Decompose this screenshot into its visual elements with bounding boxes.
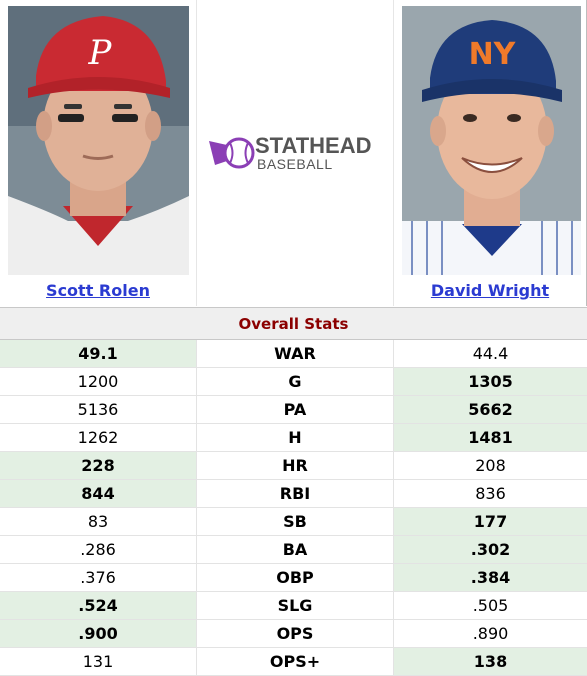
stat-row: 131 OPS+ 138 <box>0 648 587 676</box>
right-player-value: 208 <box>475 456 506 475</box>
left-player-value: 131 <box>0 648 197 675</box>
right-player-value: 44.4 <box>472 344 509 363</box>
stats-table: 49.1 WAR 44.4 1200 G 1305 5136 PA 5662 1262 H 1481 2… <box>0 340 587 676</box>
left-player-value: .900 <box>0 620 197 647</box>
right-player-value: 5662 <box>394 396 587 423</box>
stat-row: .376 OBP .384 <box>0 564 587 592</box>
left-player-value: 228 <box>0 452 197 479</box>
logo-column: STATHEAD BASEBALL <box>197 0 394 306</box>
stat-label: SLG <box>197 592 394 619</box>
right-player-column: NY David Wright <box>394 0 587 306</box>
left-player-column: P Scott Rolen <box>0 0 197 306</box>
right-player-name: David Wright <box>394 281 586 300</box>
right-player-value: 1305 <box>394 368 587 395</box>
left-player-value: .286 <box>0 536 197 563</box>
left-player-name: Scott Rolen <box>0 281 196 300</box>
stat-row: 1262 H 1481 <box>0 424 587 452</box>
left-player-value: 1200 <box>0 368 197 395</box>
left-player-value: 5136 <box>0 396 197 423</box>
stat-label: OPS <box>197 620 394 647</box>
right-player-link[interactable]: David Wright <box>430 281 550 300</box>
stat-row: 83 SB 177 <box>0 508 587 536</box>
stat-row: 844 RBI 836 <box>0 480 587 508</box>
logo-text-stathead: STATHEAD <box>255 133 372 158</box>
left-player-value: 83 <box>0 508 197 535</box>
left-player-value: .376 <box>0 564 197 591</box>
stat-label: BA <box>197 536 394 563</box>
baseball-logo-icon <box>209 137 255 169</box>
stat-label: SB <box>197 508 394 535</box>
stat-label: H <box>197 424 394 451</box>
right-player-value: .890 <box>472 624 509 643</box>
right-player-value: 138 <box>394 648 587 675</box>
right-player-value: .384 <box>394 564 587 591</box>
stat-label: PA <box>197 396 394 423</box>
stat-row: .524 SLG .505 <box>0 592 587 620</box>
logo-text-baseball: BASEBALL <box>257 156 333 172</box>
right-player-photo[interactable]: NY <box>402 6 581 275</box>
svg-text:P: P <box>88 33 113 73</box>
right-player-value: .302 <box>394 536 587 563</box>
stathead-logo[interactable]: STATHEAD BASEBALL <box>205 131 389 175</box>
stat-row: 49.1 WAR 44.4 <box>0 340 587 368</box>
left-player-value: 1262 <box>0 424 197 451</box>
left-player-value: .524 <box>0 592 197 619</box>
left-player-value: 844 <box>0 480 197 507</box>
right-player-value: 1481 <box>394 424 587 451</box>
stat-row: 1200 G 1305 <box>0 368 587 396</box>
section-title: Overall Stats <box>0 307 587 340</box>
stat-row: 228 HR 208 <box>0 452 587 480</box>
player-header: P Scott Rolen STATHEAD BASEBALL <box>0 0 587 307</box>
stat-label: WAR <box>197 340 394 367</box>
stat-row: .900 OPS .890 <box>0 620 587 648</box>
stat-label: OBP <box>197 564 394 591</box>
left-player-photo[interactable]: P <box>8 6 189 275</box>
svg-text:NY: NY <box>469 37 517 72</box>
stat-label: OPS+ <box>197 648 394 675</box>
stat-label: HR <box>197 452 394 479</box>
right-player-value: 836 <box>475 484 506 503</box>
stat-row: .286 BA .302 <box>0 536 587 564</box>
right-player-value: .505 <box>472 596 509 615</box>
right-player-value: 177 <box>394 508 587 535</box>
left-player-value: 49.1 <box>0 340 197 367</box>
stat-label: G <box>197 368 394 395</box>
stat-row: 5136 PA 5662 <box>0 396 587 424</box>
stat-label: RBI <box>197 480 394 507</box>
left-player-link[interactable]: Scott Rolen <box>46 281 150 300</box>
